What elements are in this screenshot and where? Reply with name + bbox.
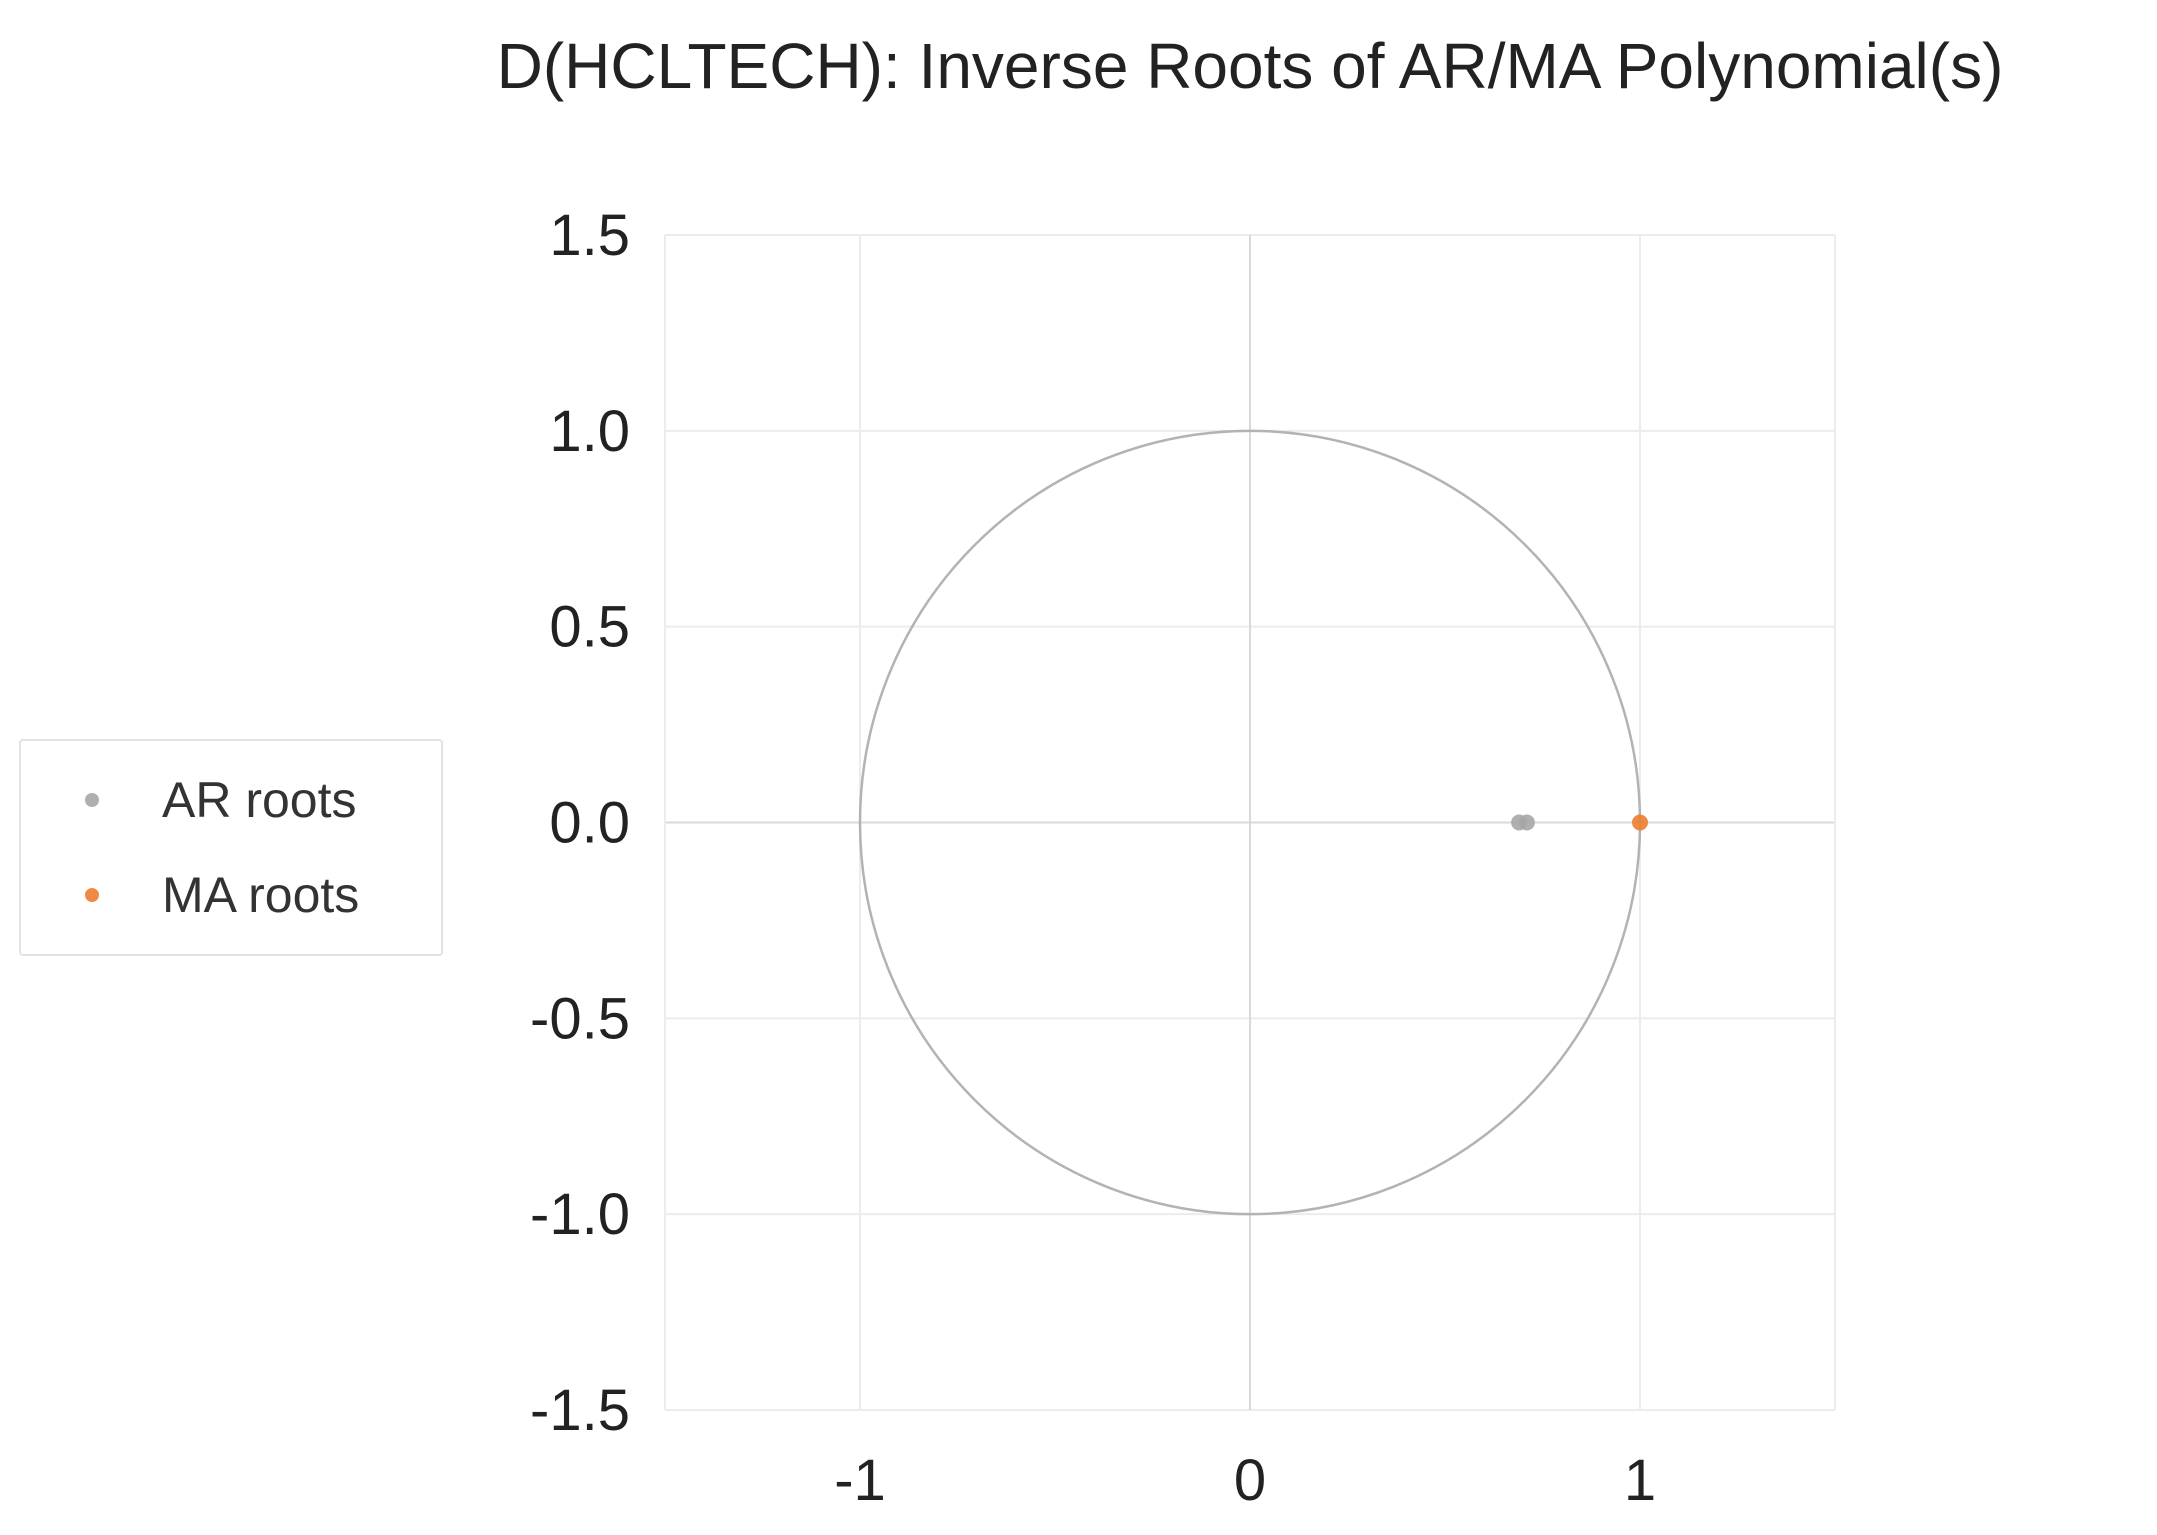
y-tick-label: 0.5 [549, 595, 630, 660]
legend: AR roots MA roots [19, 739, 443, 956]
x-axis-ticks: -1 0 1 [834, 1448, 1656, 1513]
x-tick-label: 0 [1234, 1448, 1266, 1513]
legend-marker-ma-roots [85, 888, 99, 902]
grid [664, 234, 1836, 1411]
y-tick-label: -1.5 [530, 1378, 630, 1443]
y-tick-label: 1.5 [549, 203, 630, 268]
points-layer [1511, 814, 1648, 831]
y-axis-ticks: 1.5 1.0 0.5 0.0 -0.5 -1.0 -1.5 [530, 203, 630, 1443]
y-tick-label: -0.5 [530, 986, 630, 1051]
y-tick-label: 1.0 [549, 399, 630, 464]
legend-marker-ar-roots [85, 793, 99, 807]
y-tick-label: 0.0 [549, 791, 630, 856]
y-tick-label: -1.0 [530, 1182, 630, 1247]
ma-roots-point [1632, 814, 1648, 831]
ar-roots-point [1518, 814, 1535, 831]
legend-label-ar-roots: AR roots [162, 772, 357, 828]
x-tick-label: -1 [834, 1448, 886, 1513]
x-tick-label: 1 [1624, 1448, 1656, 1513]
chart-title: D(HCLTECH): Inverse Roots of AR/MA Polyn… [497, 30, 2004, 102]
legend-box [19, 739, 443, 956]
legend-label-ma-roots: MA roots [162, 867, 359, 923]
